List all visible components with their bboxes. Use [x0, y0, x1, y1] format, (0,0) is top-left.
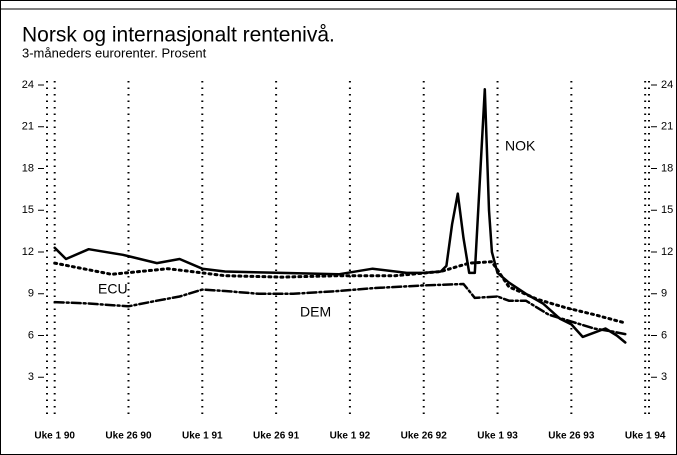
y-tick-label: 6 — [28, 329, 34, 341]
y-tick-label: 18 — [22, 162, 34, 174]
x-tick-label: Uke 1 92 — [330, 431, 371, 442]
y2-tick-label: 18 — [661, 162, 673, 174]
x-tick-label: Uke 26 90 — [105, 431, 152, 442]
chart-subtitle: 3-måneders eurorenter. Prosent — [22, 45, 207, 60]
x-tick-label: Uke 1 93 — [477, 431, 518, 442]
series-label: NOK — [505, 138, 536, 154]
y2-tick-label: 24 — [661, 79, 673, 91]
y2-tick-label: 12 — [661, 246, 673, 258]
x-tick-label: Uke 1 94 — [625, 431, 666, 442]
y2-tick-label: 3 — [661, 371, 667, 383]
series-line — [53, 87, 627, 344]
y-tick-label: 24 — [22, 79, 34, 91]
y-tick-label: 15 — [22, 204, 34, 216]
y2-tick-label: 21 — [661, 121, 673, 133]
y2-tick-label: 9 — [661, 288, 667, 300]
x-tick-label: Uke 1 90 — [34, 431, 75, 442]
x-tick-label: Uke 26 93 — [548, 431, 595, 442]
y-tick-label: 9 — [28, 288, 34, 300]
series-label: ECU — [98, 281, 128, 297]
y2-tick-label: 15 — [661, 204, 673, 216]
series-line — [53, 260, 627, 325]
series-label: DEM — [300, 304, 331, 320]
x-tick-label: Uke 26 91 — [253, 431, 300, 442]
x-tick-label: Uke 26 92 — [401, 431, 448, 442]
chart-title: Norsk og internasjonalt rentenivå. — [22, 24, 335, 47]
y2-tick-label: 6 — [661, 329, 667, 341]
y-tick-label: 12 — [22, 246, 34, 258]
y-tick-label: 3 — [28, 371, 34, 383]
x-tick-label: Uke 1 91 — [182, 431, 223, 442]
y-tick-label: 21 — [22, 121, 34, 133]
series-line — [53, 282, 627, 336]
